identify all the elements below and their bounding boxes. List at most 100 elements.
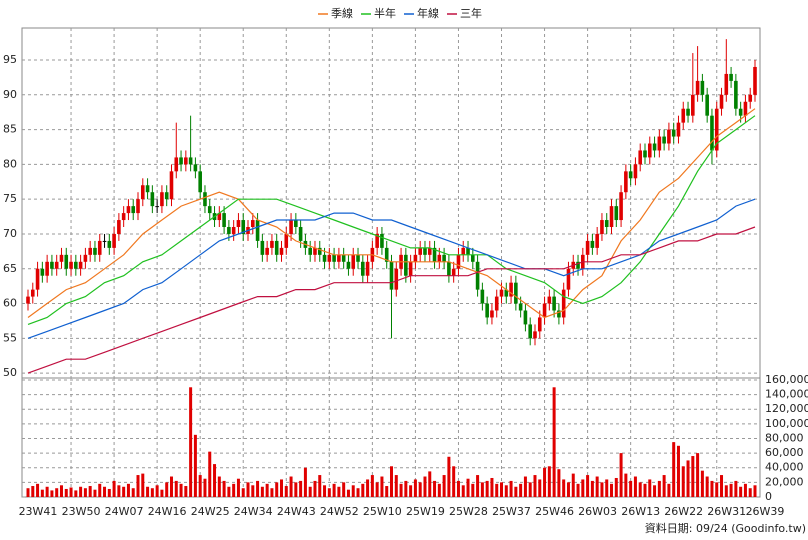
volume-bar	[213, 464, 217, 497]
volume-bar	[696, 453, 700, 497]
candle-body	[504, 289, 509, 297]
volume-bar	[26, 488, 30, 497]
volume-bar	[681, 466, 685, 497]
candle-body	[595, 233, 599, 248]
y2-tick-label: 160,000	[765, 373, 808, 386]
candle-body	[97, 240, 102, 255]
volume-bar	[490, 477, 494, 497]
candle-body	[341, 254, 346, 262]
volume-bar	[394, 475, 398, 497]
volume-bar	[605, 479, 609, 497]
volume-bar	[246, 482, 250, 497]
candle-body	[638, 150, 643, 165]
y-tick-label: 95	[3, 53, 17, 66]
candle-body	[59, 254, 64, 262]
candle-body	[102, 240, 107, 242]
volume-bar	[323, 485, 327, 497]
volume-bar	[184, 486, 188, 497]
legend-label: 年線	[417, 6, 439, 20]
candle-body	[35, 268, 40, 290]
candle-body	[250, 220, 255, 228]
candle-body	[619, 192, 623, 221]
volume-bar	[189, 387, 193, 497]
candle-body	[442, 254, 446, 262]
candle-body	[88, 247, 92, 255]
candle-body	[26, 296, 30, 304]
volume-bar	[571, 473, 575, 497]
y2-tick-label: 140,000	[765, 388, 808, 401]
candle-body	[743, 101, 748, 116]
candle-body	[547, 296, 552, 304]
volume-bar	[480, 482, 484, 497]
volume-bar	[327, 488, 331, 497]
candle-body	[284, 233, 289, 248]
candle-body	[131, 206, 136, 214]
candle-body	[719, 94, 724, 109]
volume-bar	[313, 480, 317, 497]
volume-bar	[299, 480, 303, 497]
candle-body	[585, 240, 590, 255]
x-tick-label: 26W39	[746, 505, 785, 518]
volume-bar	[64, 488, 68, 497]
candle-body	[537, 317, 542, 332]
volume-bar	[275, 482, 279, 497]
candle-body	[437, 254, 442, 262]
candle-body	[169, 171, 174, 200]
candle-body	[160, 192, 164, 207]
candle-body	[418, 247, 422, 255]
volume-bar	[122, 486, 126, 497]
candle-body	[40, 268, 45, 276]
volume-bar	[461, 485, 465, 497]
candle-body	[193, 164, 198, 172]
candle-body	[432, 247, 437, 262]
candle-body	[198, 171, 202, 193]
candle-body	[294, 220, 298, 228]
candle-body	[45, 261, 49, 276]
volume-bar	[676, 445, 680, 497]
candle-body	[456, 254, 461, 269]
candle-body	[255, 220, 260, 241]
candle-body	[380, 233, 384, 248]
volume-bar	[476, 475, 480, 497]
volume-bar	[79, 486, 83, 497]
candle-body	[322, 254, 327, 262]
candle-body	[155, 206, 159, 208]
volume-bar	[409, 485, 413, 497]
y-tick-label: 70	[3, 227, 17, 240]
volume-bar	[179, 483, 183, 497]
candle-body	[686, 108, 690, 116]
volume-bar	[500, 482, 504, 497]
candle-body	[308, 247, 312, 255]
candle-body	[604, 220, 609, 228]
volume-bar	[456, 480, 460, 497]
candle-body	[557, 310, 561, 318]
volume-bar	[648, 479, 652, 497]
candle-body	[609, 206, 614, 228]
x-tick-label: 24W43	[277, 505, 316, 518]
volume-bar	[538, 479, 542, 497]
volume-bar	[203, 478, 207, 497]
candle-body	[423, 247, 427, 255]
volume-bar	[586, 475, 590, 497]
candle-body	[471, 254, 475, 262]
volume-bar	[342, 482, 346, 497]
volume-bar	[423, 476, 427, 497]
candle-body	[710, 115, 714, 151]
candle-body	[394, 268, 399, 290]
candle-body	[447, 261, 451, 276]
volume-bar	[337, 486, 341, 497]
volume-bar	[576, 483, 580, 497]
candle-body	[494, 296, 499, 311]
volume-bar	[442, 475, 446, 497]
candle-body	[64, 254, 69, 269]
volume-bar	[284, 486, 288, 497]
candle-body	[375, 233, 379, 248]
candle-body	[681, 108, 686, 123]
volume-bar	[657, 480, 661, 497]
candle-body	[514, 282, 518, 304]
candle-body	[695, 80, 700, 95]
candle-body	[729, 73, 733, 81]
candle-body	[184, 157, 188, 165]
volume-bar	[399, 483, 403, 497]
